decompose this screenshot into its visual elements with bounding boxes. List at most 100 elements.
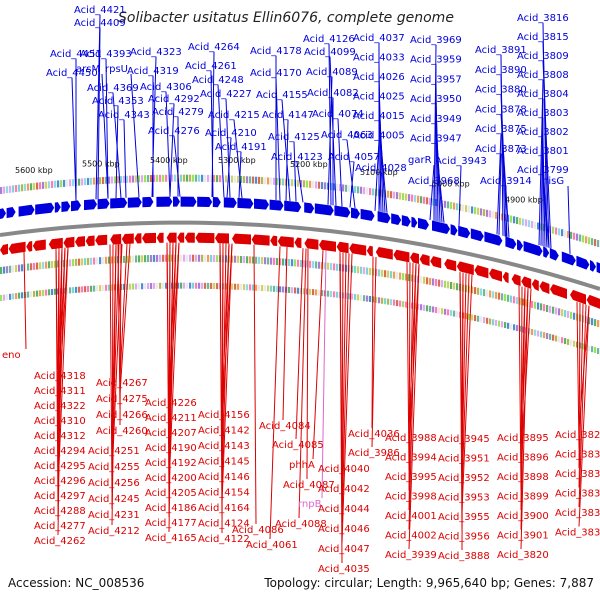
cog-segment xyxy=(255,284,258,291)
reverse-gene-label: Acid_3988 xyxy=(385,433,437,444)
cog-segment xyxy=(588,345,591,352)
cog-segment xyxy=(252,256,255,264)
cog-segment xyxy=(477,207,480,215)
cog-segment xyxy=(486,289,489,297)
forward-gene xyxy=(180,196,197,207)
cog-segment xyxy=(150,283,153,289)
cog-segment xyxy=(42,181,45,189)
cog-segment xyxy=(288,258,291,266)
cog-segment xyxy=(156,282,159,289)
cog-segment xyxy=(549,305,552,313)
cog-segment xyxy=(555,335,558,342)
cog-segment xyxy=(279,286,282,293)
forward-gene-label: Acid_4264 xyxy=(188,42,240,53)
cog-segment xyxy=(456,311,459,318)
forward-gene-label: Acid_3801 xyxy=(517,146,569,157)
cog-segment xyxy=(336,263,339,271)
cog-segment xyxy=(438,279,441,287)
forward-gene-label: Acid_4323 xyxy=(130,47,182,58)
cog-segment xyxy=(0,295,3,301)
reverse-gene-label: Acid_3835 xyxy=(555,489,600,500)
cog-segment xyxy=(519,325,522,332)
cog-segment xyxy=(384,298,387,305)
forward-gene xyxy=(561,251,576,266)
cog-segment xyxy=(474,315,477,322)
forward-gene-label: Acid_3799 xyxy=(517,165,569,176)
reverse-gene-label: Acid_4040 xyxy=(318,464,370,475)
reverse-gene xyxy=(85,235,95,247)
cog-segment xyxy=(192,254,195,262)
cog-segment xyxy=(165,174,168,182)
cog-segment xyxy=(147,283,150,290)
cog-segment xyxy=(249,284,252,291)
cog-segment xyxy=(129,175,132,183)
cog-segment xyxy=(555,307,558,315)
cog-segment xyxy=(330,291,333,298)
reverse-gene-label: Acid_3834 xyxy=(555,469,600,480)
cog-segment xyxy=(450,310,453,316)
reverse-gene-label: Acid_3896 xyxy=(497,453,549,464)
forward-gene-label: Acid_3875 xyxy=(475,124,527,135)
cog-segment xyxy=(30,263,33,271)
cog-segment xyxy=(210,254,213,262)
cog-segment xyxy=(444,280,447,288)
forward-connector xyxy=(285,119,289,201)
cog-segment xyxy=(312,181,315,189)
reverse-gene xyxy=(32,239,46,251)
cog-segment xyxy=(471,286,474,294)
genome-tracks xyxy=(0,174,600,355)
cog-segment xyxy=(273,177,276,185)
forward-connector xyxy=(328,43,332,206)
accession-label: Accession: NC_008536 xyxy=(8,576,144,590)
reverse-gene xyxy=(95,234,108,246)
cog-segment xyxy=(201,174,204,182)
cog-segment xyxy=(489,290,492,298)
cog-segment xyxy=(486,317,489,324)
cog-segment xyxy=(264,257,267,265)
forward-connector xyxy=(327,76,333,205)
reverse-gene-label: Acid_4142 xyxy=(198,426,250,437)
cog-segment xyxy=(87,257,90,265)
cog-segment xyxy=(60,180,63,188)
cog-segment xyxy=(3,186,6,194)
forward-connector xyxy=(296,161,304,203)
forward-gene-label: Acid_3891 xyxy=(475,45,527,56)
cog-segment xyxy=(45,289,48,296)
label-connectors xyxy=(23,14,590,564)
forward-gene xyxy=(212,197,221,208)
cog-segment xyxy=(546,305,549,313)
reverse-connector xyxy=(461,273,470,492)
forward-connector xyxy=(542,60,552,249)
cog-segment xyxy=(453,310,456,317)
reverse-gene xyxy=(26,240,33,252)
forward-gene-labels: Acid_4421Acid_4409Acid_4451Acid_4393Acid… xyxy=(46,5,569,187)
cog-segment xyxy=(129,283,132,290)
cog-segment xyxy=(93,285,96,292)
reverse-gene-label: Acid_4212 xyxy=(88,526,140,537)
forward-gene xyxy=(411,216,418,228)
reverse-gene xyxy=(166,232,177,243)
cog-segment xyxy=(495,211,498,219)
cog-segment xyxy=(51,289,54,296)
cog-segment xyxy=(246,284,249,291)
forward-gene-label: Acid_4215 xyxy=(208,110,260,121)
cog-segment xyxy=(210,174,213,182)
reverse-gene-label: Acid_3899 xyxy=(497,492,549,503)
cog-segment xyxy=(57,260,60,268)
forward-gene xyxy=(334,205,351,218)
forward-connector xyxy=(281,99,291,202)
reverse-gene-label: Acid_4164 xyxy=(198,503,250,514)
cog-segment xyxy=(135,175,138,183)
cog-segment xyxy=(531,328,534,335)
cog-segment xyxy=(516,217,519,225)
cog-segment xyxy=(594,239,597,247)
cog-segment xyxy=(477,287,480,295)
reverse-gene xyxy=(410,252,419,265)
cog-segment xyxy=(33,290,36,297)
cog-segment xyxy=(252,176,255,184)
reverse-connector xyxy=(168,242,171,518)
forward-gene xyxy=(505,236,517,250)
cog-segment xyxy=(504,214,507,222)
cog-segment xyxy=(48,261,51,269)
reverse-gene-label: Acid_4311 xyxy=(34,386,86,397)
